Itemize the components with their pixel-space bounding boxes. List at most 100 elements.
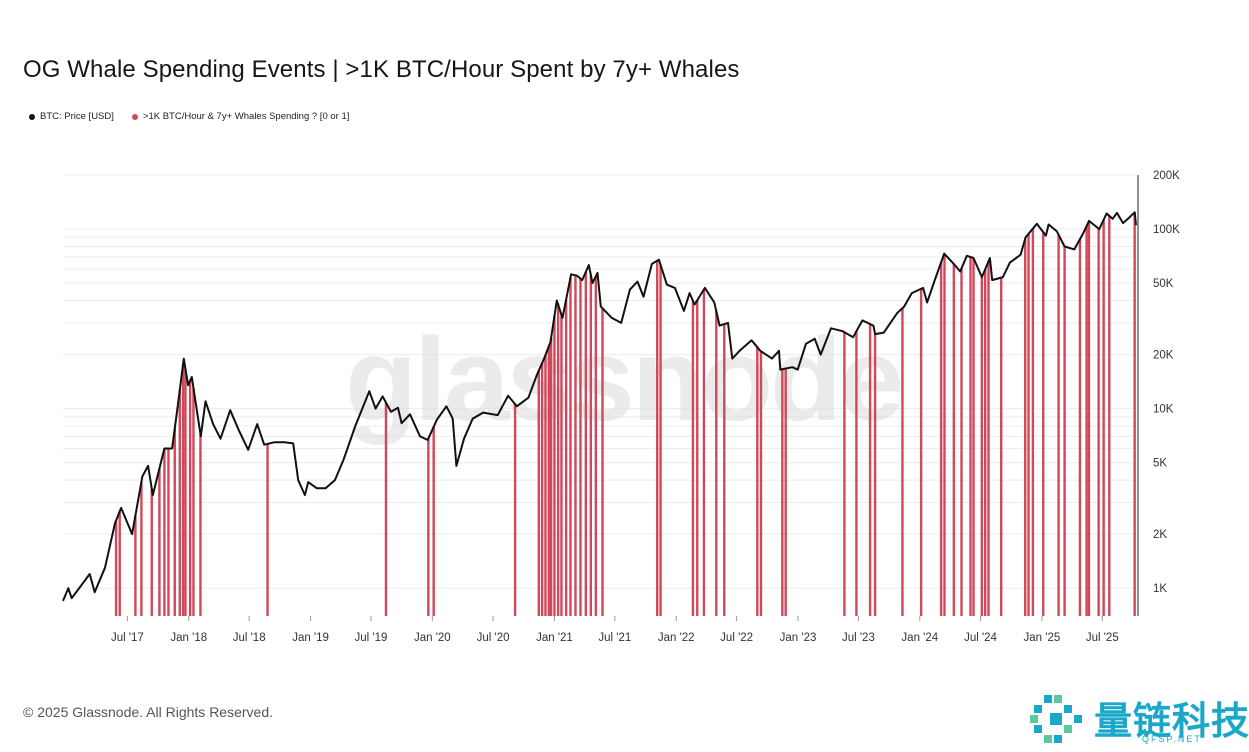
- event-bar: [1024, 238, 1027, 616]
- x-tick-label: Jan '19: [292, 632, 329, 644]
- event-bars: [114, 212, 1136, 617]
- event-bar: [781, 369, 784, 616]
- copyright-text: © 2025 Glassnode. All Rights Reserved.: [23, 704, 274, 720]
- event-bar: [163, 448, 166, 616]
- event-bar: [960, 268, 963, 616]
- event-bar: [980, 277, 984, 616]
- event-bar: [427, 438, 430, 616]
- event-bar: [972, 257, 975, 616]
- event-bar: [560, 314, 563, 616]
- x-tick-label: Jan '21: [536, 632, 573, 644]
- brand-logo[interactable]: 量链科技 QFSP.NET: [1030, 690, 1249, 750]
- x-tick-label: Jan '22: [658, 632, 695, 644]
- event-bar: [601, 308, 604, 616]
- event-bar: [513, 404, 517, 616]
- event-bar: [181, 363, 185, 616]
- event-bar: [167, 448, 170, 616]
- event-bar: [188, 380, 192, 616]
- chart-plot-area: glassnode 200K 100K 50K 20K 10K 5K 2K 1K Jul '1…: [62, 170, 1180, 644]
- event-bar: [549, 337, 553, 616]
- event-bar: [589, 274, 593, 616]
- event-bar: [569, 277, 572, 616]
- event-bar: [1108, 215, 1111, 616]
- event-bar: [384, 402, 388, 616]
- event-bar: [150, 488, 153, 616]
- event-bar: [544, 355, 547, 616]
- y-tick-label: 200K: [1153, 170, 1180, 182]
- event-bar: [1102, 219, 1105, 616]
- event-bar: [564, 299, 568, 616]
- event-bar: [114, 520, 118, 616]
- event-bar: [574, 275, 577, 616]
- y-tick-label: 50K: [1153, 278, 1174, 290]
- event-bar: [584, 271, 588, 616]
- y-tick-label: 100K: [1153, 224, 1180, 236]
- legend-item-events[interactable]: >1K BTC/Hour & 7y+ Whales Spending ? [0 …: [131, 111, 350, 122]
- y-tick-label: 10K: [1153, 404, 1174, 416]
- event-bar: [983, 269, 987, 616]
- event-bar: [873, 334, 877, 616]
- event-bar: [158, 468, 161, 616]
- event-bar: [702, 289, 706, 616]
- event-bar: [134, 515, 137, 616]
- event-bar: [691, 300, 695, 616]
- x-tick-label: Jul '23: [842, 632, 875, 644]
- event-bar: [756, 347, 759, 616]
- event-bar: [952, 264, 956, 616]
- x-tick-label: Jul '22: [720, 632, 753, 644]
- x-tick-label: Jul '25: [1086, 632, 1119, 644]
- x-tick-label: Jan '23: [780, 632, 817, 644]
- x-tick-label: Jul '18: [233, 632, 266, 644]
- y-tick-label: 5K: [1153, 458, 1167, 470]
- x-tick-label: Jan '24: [901, 632, 938, 644]
- event-bar: [1078, 239, 1082, 617]
- event-bar: [969, 256, 972, 616]
- event-bar: [556, 304, 560, 616]
- event-bar: [943, 253, 946, 617]
- event-bar: [184, 368, 187, 616]
- pixel-logo-icon: [1030, 695, 1082, 743]
- chart-title: OG Whale Spending Events | >1K BTC/Hour …: [23, 56, 740, 83]
- x-tick-label: Jul '20: [477, 632, 510, 644]
- brand-subtitle: QFSP.NET: [1142, 734, 1202, 744]
- x-axis-ticks: Jul '17 Jan '18 Jul '18 Jan '19 Jul '19 Jan '…: [111, 616, 1119, 644]
- event-bar: [987, 261, 990, 616]
- event-bar: [118, 511, 121, 616]
- event-bar: [723, 324, 726, 616]
- event-bar: [659, 264, 662, 616]
- x-tick-label: Jul '17: [111, 632, 144, 644]
- event-bar: [919, 288, 923, 616]
- y-axis-ticks: 200K 100K 50K 20K 10K 5K 2K 1K: [1153, 170, 1180, 595]
- x-tick-label: Jul '21: [598, 632, 631, 644]
- event-bar: [579, 278, 582, 616]
- brand-name: 量链科技: [1094, 699, 1249, 743]
- legend-item-price[interactable]: BTC: Price [USD]: [29, 111, 114, 122]
- event-bar: [1133, 212, 1136, 616]
- x-tick-label: Jul '19: [355, 632, 388, 644]
- event-bar: [759, 351, 763, 616]
- event-bar: [843, 332, 846, 616]
- event-bar: [656, 260, 659, 616]
- event-bar: [192, 388, 195, 616]
- price-line: [62, 211, 1137, 602]
- event-bar: [1031, 228, 1035, 616]
- event-bar: [178, 390, 181, 616]
- event-bar: [939, 262, 943, 616]
- event-bar: [1000, 277, 1003, 616]
- event-bar: [1027, 233, 1030, 616]
- event-bar: [432, 426, 435, 616]
- event-bar: [173, 428, 176, 616]
- legend-dot-price: [29, 113, 35, 120]
- event-bar: [1057, 234, 1060, 616]
- event-bar: [1097, 228, 1100, 616]
- legend-label-events: >1K BTC/Hour & 7y+ Whales Spending ? [0 …: [142, 111, 350, 122]
- y-tick-label: 20K: [1153, 350, 1174, 362]
- event-bar: [784, 368, 787, 616]
- event-bar: [547, 346, 550, 616]
- event-bar: [140, 481, 143, 616]
- event-bar: [901, 308, 904, 616]
- event-bar: [537, 370, 540, 616]
- y-tick-label: 1K: [1153, 583, 1167, 595]
- event-bar: [540, 363, 544, 616]
- grid-lines: [63, 174, 1136, 589]
